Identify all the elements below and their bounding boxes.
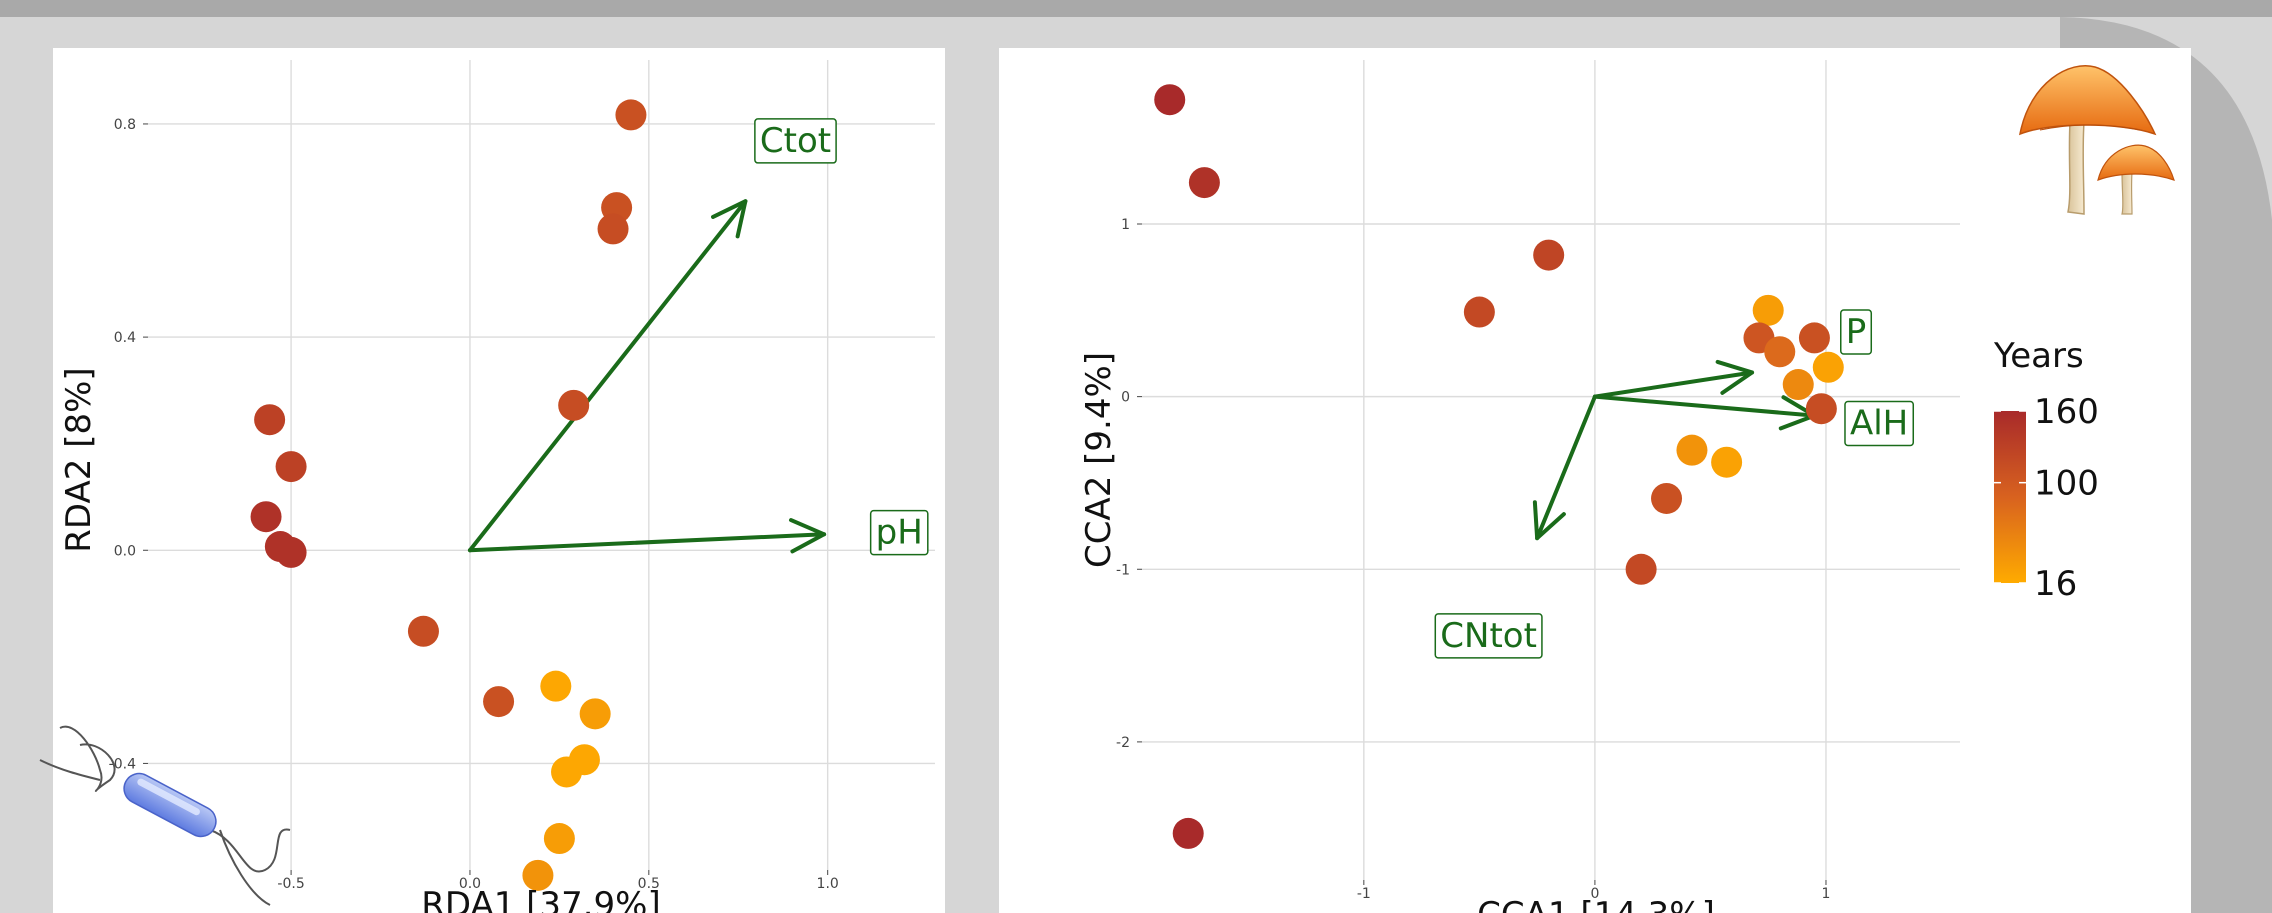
sample-point [558, 389, 590, 421]
cca-panel: -1 0 1 1 0 -1 -2 P AlH CNtot CCA2 [9.4%] CCA1 [1… [999, 48, 2191, 913]
rda-biplot-arrows [467, 199, 827, 554]
biplot-label-ph: pH [869, 509, 929, 556]
cca-biplot-labels: P AlH CNtot [1434, 309, 1915, 659]
sample-point [597, 213, 629, 245]
rda-y-tick-label: 0.8 [114, 117, 136, 133]
sample-point [250, 501, 282, 533]
biplot-arrowhead-ph [789, 518, 827, 554]
sample-point [1676, 434, 1708, 466]
rda-biplot-labels: Ctot pH [754, 118, 929, 556]
legend-ticks: 160 100 16 [1994, 392, 2099, 604]
sample-point [1798, 322, 1830, 354]
cca-x-axis-title: CCA1 [14.3%] [1477, 895, 1715, 913]
sample-point [1625, 553, 1657, 585]
cca-points [1154, 84, 1844, 849]
rda-y-axis-title: RDA2 [8%] [59, 367, 99, 552]
sample-point [254, 404, 286, 436]
biplot-arrowhead-ctot [711, 199, 748, 239]
sample-point [275, 451, 307, 483]
sample-point [275, 536, 307, 568]
sample-point [1172, 817, 1204, 849]
biplot-label-cntot: CNtot [1434, 613, 1543, 659]
cca-x-tick-label: -1 [1357, 886, 1371, 902]
years-legend: Years 160 100 16 [1993, 336, 2099, 604]
biplot-label-alh: AlH [1844, 400, 1915, 447]
sample-point [1805, 393, 1837, 425]
sample-point [1752, 294, 1784, 326]
cca-x-tick-label: 1 [1822, 886, 1831, 902]
biplot-label-text: CNtot [1440, 616, 1537, 656]
sample-point [1651, 482, 1683, 514]
cca-y-tick-label: 1 [1121, 217, 1130, 233]
rda-y-tick-label: 0.4 [114, 330, 136, 346]
cca-y-tick-label: -2 [1116, 735, 1130, 751]
mushroom-icon [2019, 65, 2175, 215]
biplot-arrowhead-cntot [1532, 500, 1566, 541]
biplot-label-box [1434, 613, 1543, 659]
sample-point [551, 756, 583, 788]
rda-x-tick-label: 0.0 [459, 876, 481, 892]
sample-point [483, 686, 515, 718]
sample-point [1154, 84, 1186, 116]
sample-point [1188, 167, 1220, 199]
rda-x-tick-label: 1.0 [817, 876, 839, 892]
rda-x-tick-label: -0.5 [277, 876, 304, 892]
top-frame-band [0, 0, 2272, 17]
sample-point [543, 823, 575, 855]
sample-point [1764, 336, 1796, 368]
biplot-label-p: P [1840, 309, 1873, 355]
biplot-label-text: pH [876, 513, 923, 553]
rda-panel-background [53, 48, 945, 913]
sample-point [579, 698, 611, 730]
sample-point [1812, 351, 1844, 383]
rda-y-tick-label: 0.0 [114, 543, 136, 559]
legend-title: Years [1993, 336, 2084, 376]
biplot-arrow-alh [1592, 394, 1817, 418]
rda-points [250, 99, 647, 891]
biplot-arrow-ctot [467, 199, 748, 553]
biplot-label-box [754, 118, 837, 164]
biplot-label-box [1844, 400, 1915, 447]
legend-tick-label: 100 [2034, 464, 2099, 504]
sample-point [522, 859, 554, 891]
cca-y-tick-label: -1 [1116, 562, 1130, 578]
sample-point [1782, 369, 1814, 401]
biplot-label-text: P [1846, 312, 1867, 352]
sample-point [407, 615, 439, 647]
biplot-label-text: Ctot [760, 121, 831, 161]
rda-x-tick-label: 0.5 [638, 876, 660, 892]
sample-point [615, 99, 647, 131]
cca-tick-labels: -1 0 1 1 0 -1 -2 [1116, 217, 1830, 902]
legend-colorbar [1994, 411, 2026, 583]
legend-tick-label: 16 [2034, 564, 2077, 604]
cca-x-tick-label: 0 [1590, 886, 1599, 902]
biplot-label-box [1840, 309, 1873, 355]
biplot-arrowhead-p [1715, 359, 1755, 395]
bacterium-icon [39, 725, 291, 906]
biplot-label-text: AlH [1850, 404, 1908, 444]
biplot-label-box [869, 509, 929, 556]
cca-biplot-arrows [1532, 359, 1817, 541]
sample-point [1463, 296, 1495, 328]
biplot-arrow-p [1592, 370, 1755, 399]
legend-tick-label: 160 [2034, 392, 2099, 432]
rda-grid [148, 60, 935, 870]
rda-tick-labels: -0.5 0.0 0.5 1.00.80.40.0-0.4 [109, 117, 839, 892]
sample-point [1711, 446, 1743, 478]
biplot-arrow-ph [467, 532, 827, 553]
biplot-arrow-cntot [1535, 394, 1597, 541]
cca-y-axis-title: CCA2 [9.4%] [1079, 352, 1119, 568]
rda-x-axis-title: RDA1 [37.9%] [421, 885, 660, 913]
cca-y-tick-label: 0 [1121, 390, 1130, 406]
sample-point [540, 670, 572, 702]
sample-point [1533, 239, 1565, 271]
biplot-label-ctot: Ctot [754, 118, 837, 164]
